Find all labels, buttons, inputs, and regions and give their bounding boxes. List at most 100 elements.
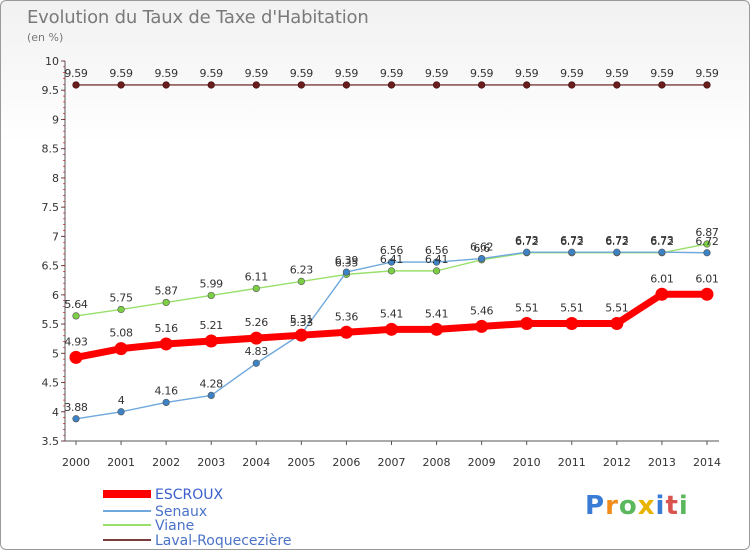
data-label: 9.59 — [154, 67, 178, 80]
data-point — [703, 240, 711, 248]
data-label: 5.33 — [290, 316, 314, 329]
data-label: 6.72 — [560, 235, 583, 248]
x-tick-label: 2013 — [648, 456, 676, 469]
y-tick-label: 4 — [52, 406, 59, 419]
data-label: 9.59 — [64, 67, 88, 80]
data-label: 5.16 — [154, 322, 178, 335]
data-point — [252, 81, 260, 89]
data-label: 9.59 — [245, 67, 269, 80]
data-label: 4.93 — [64, 335, 88, 348]
data-label: 5.51 — [560, 301, 583, 314]
data-label: 6.72 — [695, 235, 718, 248]
y-tick-label: 7.5 — [42, 201, 60, 214]
x-tick-label: 2011 — [558, 456, 586, 469]
data-label: 4 — [118, 394, 125, 407]
data-point — [568, 248, 576, 256]
y-tick-label: 6.5 — [42, 260, 60, 273]
chart-subtitle: (en %) — [27, 31, 64, 44]
data-label: 4.16 — [154, 384, 178, 397]
x-tick-label: 2001 — [107, 456, 135, 469]
data-point — [117, 305, 125, 314]
data-point — [610, 316, 624, 330]
data-point — [117, 81, 125, 89]
data-label: 5.21 — [200, 319, 223, 332]
data-point — [432, 267, 441, 275]
y-tick-label: 5.5 — [42, 318, 60, 331]
data-point — [114, 342, 128, 356]
data-point — [162, 81, 170, 89]
data-point — [655, 287, 669, 301]
data-point — [387, 81, 396, 89]
y-tick-label: 6 — [52, 289, 59, 302]
data-point — [207, 81, 215, 89]
x-tick-label: 2005 — [287, 456, 315, 469]
y-tick-label: 8 — [52, 172, 59, 185]
data-point — [342, 81, 351, 89]
data-point — [432, 81, 441, 89]
data-label: 9.59 — [470, 67, 494, 80]
y-tick-label: 3.5 — [42, 435, 60, 448]
data-point — [207, 391, 215, 400]
data-label: 6.56 — [380, 244, 404, 257]
data-point — [478, 81, 486, 89]
x-tick-label: 2006 — [332, 456, 360, 469]
data-point — [387, 258, 396, 266]
data-label: 6.39 — [335, 254, 359, 267]
data-label: 5.41 — [380, 307, 403, 320]
data-point — [703, 249, 711, 257]
data-point — [613, 248, 621, 256]
y-tick-label: 10 — [45, 55, 59, 68]
data-point — [523, 248, 531, 256]
data-point — [72, 415, 80, 423]
data-label: 6.87 — [695, 226, 719, 239]
y-tick-label: 9.5 — [42, 84, 60, 97]
data-label: 5.31 — [290, 313, 313, 326]
data-label: 5.51 — [515, 301, 538, 314]
data-point — [384, 322, 398, 336]
data-point — [72, 312, 80, 320]
data-label: 6.41 — [380, 253, 403, 266]
data-label: 6.23 — [290, 263, 314, 276]
proxiti-logo: Proxiti — [585, 491, 689, 521]
data-label: 6.41 — [425, 253, 448, 266]
data-label: 9.59 — [200, 67, 224, 80]
data-point — [162, 398, 170, 407]
data-label: 5.75 — [109, 291, 133, 304]
data-point — [339, 325, 353, 339]
y-tick-label: 5 — [52, 347, 59, 360]
data-label: 4.83 — [245, 345, 269, 358]
y-tick-label: 4.5 — [42, 377, 60, 390]
data-label: 9.59 — [605, 67, 629, 80]
data-label: 6.73 — [650, 234, 674, 247]
data-point — [658, 248, 666, 256]
x-tick-label: 2007 — [377, 456, 405, 469]
x-tick-label: 2003 — [197, 456, 225, 469]
data-label: 6.56 — [425, 244, 449, 257]
legend-label: ESCROUX — [155, 487, 224, 503]
data-label: 6.35 — [335, 256, 359, 269]
data-point — [432, 258, 441, 266]
data-point — [703, 81, 711, 89]
data-label: 5.99 — [200, 277, 224, 290]
data-point — [297, 277, 305, 286]
data-point — [387, 267, 396, 275]
data-point — [69, 350, 83, 364]
x-tick-label: 2004 — [242, 456, 270, 469]
x-tick-label: 2012 — [603, 456, 631, 469]
data-point — [162, 298, 170, 307]
data-point — [252, 359, 260, 367]
data-label: 9.59 — [560, 67, 584, 80]
data-label: 6.73 — [605, 234, 629, 247]
legend-label: Senaux — [155, 504, 207, 520]
data-label: 5.41 — [425, 307, 448, 320]
data-label: 6.11 — [245, 270, 268, 283]
data-point — [613, 81, 621, 89]
axes: 3.5 4 4.5 5 5.5 6 6.5 7 7.5 8 8.5 9 9.5 10 2000 2001 200… — [42, 55, 721, 469]
data-point — [294, 328, 308, 342]
data-label: 9.59 — [109, 67, 133, 80]
chart-title: Evolution du Taux de Taxe d'Habitation — [27, 7, 369, 28]
data-label: 9.59 — [695, 67, 719, 80]
